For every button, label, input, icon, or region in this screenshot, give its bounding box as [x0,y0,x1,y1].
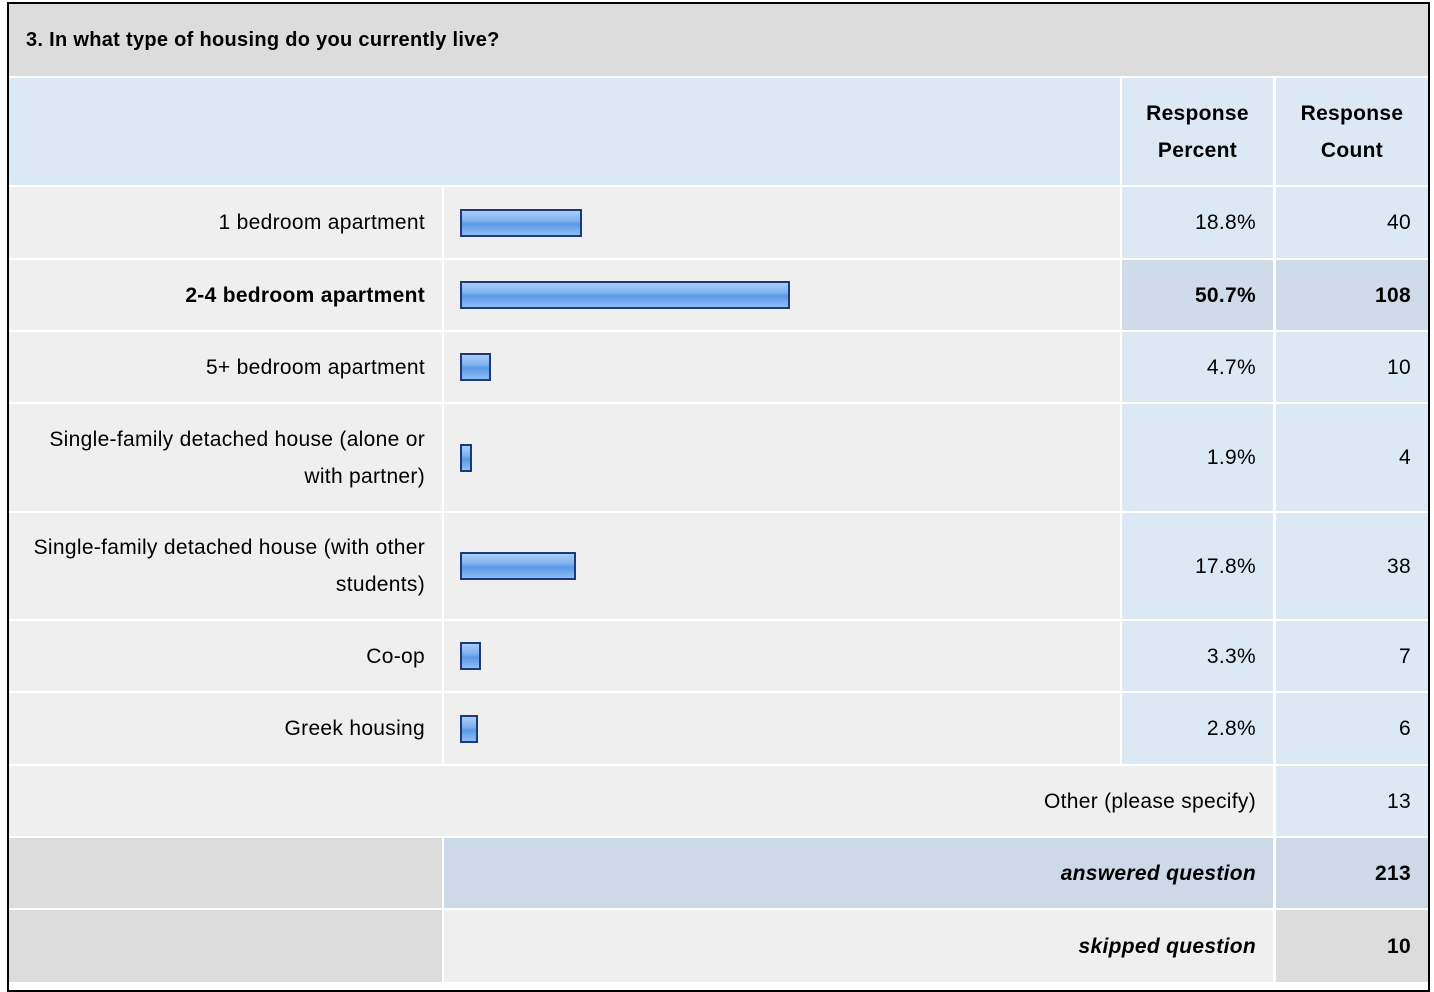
row-label: Single-family detached house (with other… [9,513,442,619]
answered-count: 213 [1276,838,1428,908]
row-label: 2-4 bedroom apartment [9,260,442,330]
bar [460,443,473,472]
title: 3. In what type of housing do you curren… [9,4,1428,76]
bar [460,714,479,743]
row-label: Greek housing [9,693,442,764]
row-label: Co-op [9,621,442,691]
row-label: Single-family detached house (alone or w… [9,404,442,511]
bar [460,552,576,580]
response-count: 40 [1276,187,1428,258]
response-count: 10 [1276,332,1428,402]
answered-label: answered question [444,838,1273,908]
response-count: 6 [1276,693,1428,764]
bar [460,281,790,309]
header-percent: Response Percent [1122,78,1273,185]
bar-cell [444,404,1120,511]
response-percent: 50.7% [1122,260,1273,330]
other-count: 13 [1276,766,1428,836]
response-percent: 4.7% [1122,332,1273,402]
response-count: 108 [1276,260,1428,330]
bar [460,208,583,237]
response-percent: 3.3% [1122,621,1273,691]
response-percent: 2.8% [1122,693,1273,764]
row-label: 1 bedroom apartment [9,187,442,258]
row-label: 5+ bedroom apartment [9,332,442,402]
bar [460,642,482,670]
skipped-count: 10 [1276,910,1428,982]
bar-cell [444,693,1120,764]
response-count: 7 [1276,621,1428,691]
answered-blank [9,838,442,908]
response-count: 4 [1276,404,1428,511]
bar-cell [444,621,1120,691]
bar [460,353,491,381]
skipped-label: skipped question [444,910,1273,982]
response-count: 38 [1276,513,1428,619]
header-count: Response Count [1276,78,1428,185]
header-blank [9,78,1120,185]
skipped-blank [9,910,442,982]
bar-cell [444,332,1120,402]
response-percent: 17.8% [1122,513,1273,619]
other-label: Other (please specify) [9,766,1273,836]
response-percent: 1.9% [1122,404,1273,511]
response-percent: 18.8% [1122,187,1273,258]
